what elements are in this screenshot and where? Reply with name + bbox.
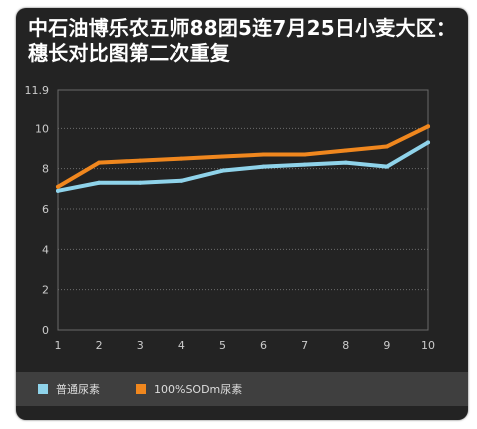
y-tick-label: 8: [42, 163, 49, 176]
line-chart: 0 2 4 6 8 10 11.9 1 2 3 4 5 6 7 8 9 10: [25, 84, 436, 352]
data-point: [97, 160, 102, 165]
data-point: [302, 162, 307, 167]
data-point: [261, 152, 266, 157]
x-tick-label: 10: [421, 339, 435, 352]
data-point: [220, 168, 225, 173]
data-point: [426, 124, 430, 129]
legend-swatch: [136, 384, 146, 394]
legend-item: 100%SODm尿素: [136, 382, 242, 396]
y-tick-label: 10: [35, 122, 49, 135]
legend-label: 普通尿素: [56, 383, 100, 396]
x-tick-label: 2: [96, 339, 103, 352]
y-tick-label: 2: [42, 284, 49, 297]
data-point: [261, 164, 266, 169]
data-point: [302, 152, 307, 157]
x-tick-label: 6: [260, 339, 267, 352]
plot-border: [57, 89, 429, 331]
legend-item: 普通尿素: [38, 382, 100, 396]
chart-title: 中石油博乐农五师88团5连7月25日小麦大区：穗长对比图第二次重复: [28, 16, 457, 65]
x-tick-label: 7: [301, 339, 308, 352]
data-point: [426, 140, 430, 145]
x-tick-label: 3: [137, 339, 144, 352]
data-point: [97, 180, 102, 185]
legend-label: 100%SODm尿素: [154, 383, 243, 396]
y-tick-label: 6: [42, 203, 49, 216]
data-point: [56, 188, 60, 193]
x-tick-label: 5: [219, 339, 226, 352]
y-tick-label: 0: [42, 324, 49, 337]
series-line: [56, 140, 430, 193]
data-point: [384, 164, 389, 169]
data-point: [179, 156, 184, 161]
x-tick-label: 4: [178, 339, 185, 352]
data-point: [343, 148, 348, 153]
data-point: [56, 184, 60, 189]
x-tick-label: 9: [383, 339, 390, 352]
series-line: [56, 124, 430, 189]
legend: 普通尿素 100%SODm尿素: [16, 372, 468, 406]
data-point: [220, 154, 225, 159]
x-tick-label: 8: [342, 339, 349, 352]
data-point: [179, 178, 184, 183]
data-point: [138, 158, 143, 163]
data-point: [138, 180, 143, 185]
x-tick-label: 1: [55, 339, 62, 352]
chart-panel: 中石油博乐农五师88团5连7月25日小麦大区：穗长对比图第二次重复 0 2 4 6 8 1…: [16, 8, 468, 420]
y-tick-label: 4: [42, 243, 49, 256]
legend-swatch: [38, 384, 48, 394]
y-tick-label: 11.9: [25, 84, 50, 97]
data-point: [384, 144, 389, 149]
data-point: [343, 160, 348, 165]
